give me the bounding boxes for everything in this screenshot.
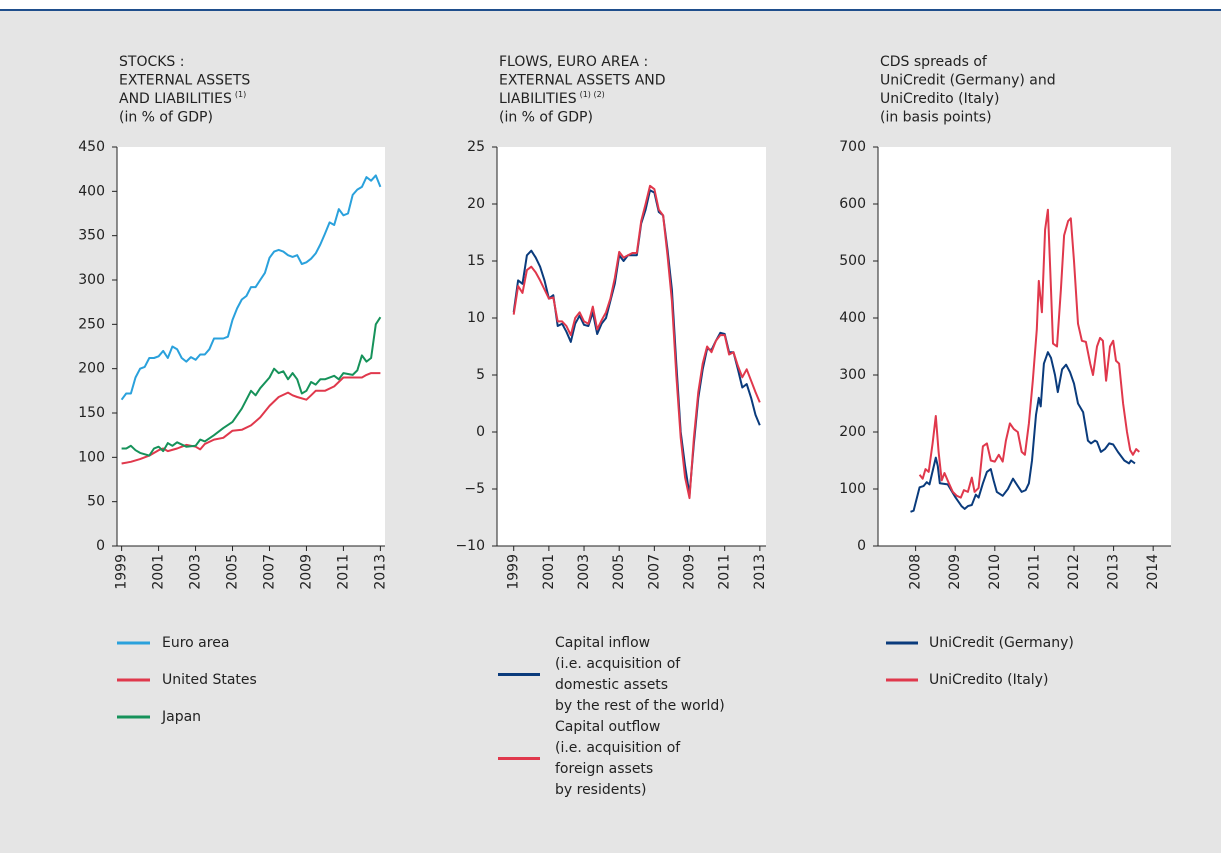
x-tick-label: 1999 — [114, 554, 130, 590]
x-tick-label: 2009 — [298, 554, 314, 590]
y-tick-label: 0 — [96, 538, 105, 554]
title-note: (1) — [235, 90, 246, 99]
y-tick-label: 400 — [839, 310, 866, 326]
legend-label: UniCredito (Italy) — [929, 672, 1048, 688]
chart-title: EXTERNAL ASSETS AND — [499, 73, 666, 89]
x-tick-label: 2005 — [611, 554, 627, 590]
x-tick-label: 1999 — [506, 554, 522, 590]
chart-subtitle: (in basis points) — [880, 110, 992, 126]
y-tick-label: 15 — [467, 253, 485, 269]
legend-label: Capital inflow (i.e. acquisition of domest… — [555, 635, 725, 714]
y-tick-label: 5 — [476, 367, 485, 383]
series-line — [121, 372, 381, 465]
x-tick-label: 2003 — [188, 554, 204, 590]
y-tick-label: 450 — [78, 139, 105, 155]
x-tick-label: 2007 — [261, 554, 277, 590]
x-tick-label: 2005 — [225, 554, 241, 590]
y-tick-label: 0 — [476, 424, 485, 440]
x-tick-label: 2003 — [576, 554, 592, 590]
chart-title: UniCredit (Germany) and — [880, 73, 1056, 89]
y-tick-label: 200 — [78, 361, 105, 377]
x-tick-label: 2013 — [1106, 554, 1122, 590]
legend-label: UniCredit (Germany) — [929, 635, 1074, 651]
y-tick-label: 10 — [467, 310, 485, 326]
x-tick-label: 2009 — [947, 554, 963, 590]
y-tick-label: 100 — [78, 449, 105, 465]
legend-label: United States — [162, 672, 257, 688]
legend-label: Japan — [161, 709, 201, 725]
x-tick-label: 2013 — [752, 554, 768, 590]
y-tick-label: 600 — [839, 196, 866, 212]
x-tick-label: 2012 — [1066, 554, 1082, 590]
y-tick-label: 250 — [78, 316, 105, 332]
series-line — [120, 174, 382, 401]
y-tick-label: 400 — [78, 183, 105, 199]
y-tick-label: −5 — [464, 481, 485, 497]
y-tick-label: 500 — [839, 253, 866, 269]
top-rule — [0, 9, 1221, 11]
chart-title: CDS spreads of — [880, 54, 988, 70]
x-tick-label: 2013 — [372, 554, 388, 590]
plot-area — [497, 147, 766, 546]
x-tick-label: 2011 — [717, 554, 733, 590]
y-tick-label: 100 — [839, 481, 866, 497]
y-tick-label: 700 — [839, 139, 866, 155]
x-tick-label: 2007 — [646, 554, 662, 590]
y-tick-label: 0 — [857, 538, 866, 554]
legend-label: Capital outflow (i.e. acquisition of forei… — [555, 719, 681, 798]
x-tick-label: 2011 — [1026, 554, 1042, 590]
series-line — [121, 316, 382, 457]
title-note: (1) (2) — [580, 90, 605, 99]
y-tick-label: 200 — [839, 424, 866, 440]
series-line — [512, 184, 761, 500]
chart-title: EXTERNAL ASSETS — [119, 73, 250, 89]
chart-subtitle: (in % of GDP) — [499, 110, 593, 126]
y-tick-label: 350 — [78, 228, 105, 244]
series-line — [918, 208, 1140, 499]
y-tick-label: 25 — [467, 139, 485, 155]
y-tick-label: 300 — [78, 272, 105, 288]
chart-title: STOCKS : — [119, 54, 184, 70]
plot-area — [878, 147, 1171, 546]
y-tick-label: 20 — [467, 196, 485, 212]
x-tick-label: 2001 — [541, 554, 557, 590]
x-tick-label: 2010 — [987, 554, 1003, 590]
y-tick-label: 50 — [87, 494, 105, 510]
chart-title: UniCredito (Italy) — [880, 91, 999, 107]
x-tick-label: 2011 — [335, 554, 351, 590]
chart-title: FLOWS, EURO AREA : — [499, 54, 648, 70]
y-tick-label: −10 — [455, 538, 485, 554]
plot-area — [117, 147, 385, 546]
chart-subtitle: (in % of GDP) — [119, 110, 213, 126]
chart-title: AND LIABILITIES (1) — [119, 90, 246, 108]
x-tick-label: 2008 — [908, 554, 924, 590]
x-tick-label: 2009 — [682, 554, 698, 590]
y-tick-label: 300 — [839, 367, 866, 383]
y-tick-label: 150 — [78, 405, 105, 421]
x-tick-label: 2001 — [151, 554, 167, 590]
x-tick-label: 2014 — [1145, 554, 1161, 590]
legend-label: Euro area — [162, 635, 229, 651]
